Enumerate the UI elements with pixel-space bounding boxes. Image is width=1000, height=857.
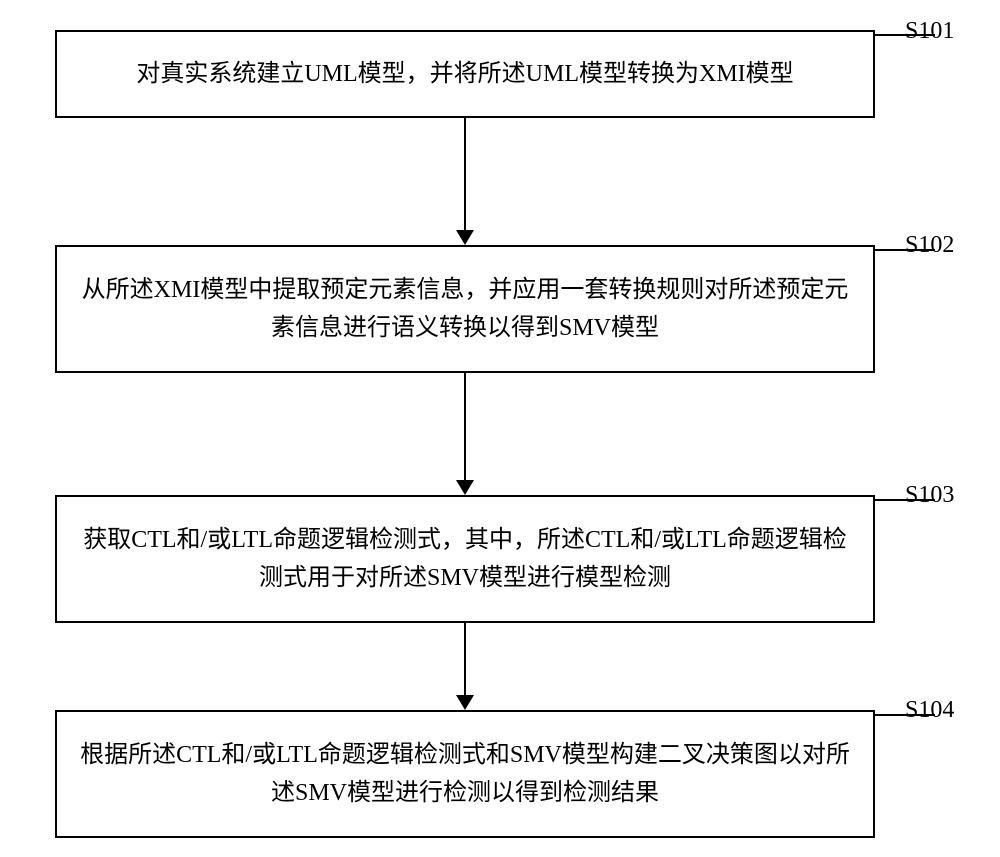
step-label-s103: S103 (905, 482, 954, 509)
flowchart-canvas: 对真实系统建立UML模型，并将所述UML模型转换为XMI模型 S101 从所述X… (0, 0, 1000, 857)
flow-arrow-line (464, 623, 466, 695)
step-text: 对真实系统建立UML模型，并将所述UML模型转换为XMI模型 (136, 55, 793, 93)
step-text: 获取CTL和/或LTL命题逻辑检测式，其中，所述CTL和/或LTL命题逻辑检测式… (77, 521, 853, 598)
flowchart-step-s101: 对真实系统建立UML模型，并将所述UML模型转换为XMI模型 (55, 30, 875, 118)
flow-arrow-head-icon (456, 230, 474, 245)
step-label-s104: S104 (905, 697, 954, 724)
flowchart-step-s102: 从所述XMI模型中提取预定元素信息，并应用一套转换规则对所述预定元素信息进行语义… (55, 245, 875, 373)
flowchart-step-s103: 获取CTL和/或LTL命题逻辑检测式，其中，所述CTL和/或LTL命题逻辑检测式… (55, 495, 875, 623)
step-text: 从所述XMI模型中提取预定元素信息，并应用一套转换规则对所述预定元素信息进行语义… (77, 271, 853, 348)
flow-arrow-line (464, 118, 466, 230)
flow-arrow-head-icon (456, 695, 474, 710)
flowchart-step-s104: 根据所述CTL和/或LTL命题逻辑检测式和SMV模型构建二叉决策图以对所述SMV… (55, 710, 875, 838)
flow-arrow-head-icon (456, 480, 474, 495)
flow-arrow-line (464, 373, 466, 480)
step-label-s101: S101 (905, 18, 954, 45)
step-text: 根据所述CTL和/或LTL命题逻辑检测式和SMV模型构建二叉决策图以对所述SMV… (77, 736, 853, 813)
step-label-s102: S102 (905, 232, 954, 259)
